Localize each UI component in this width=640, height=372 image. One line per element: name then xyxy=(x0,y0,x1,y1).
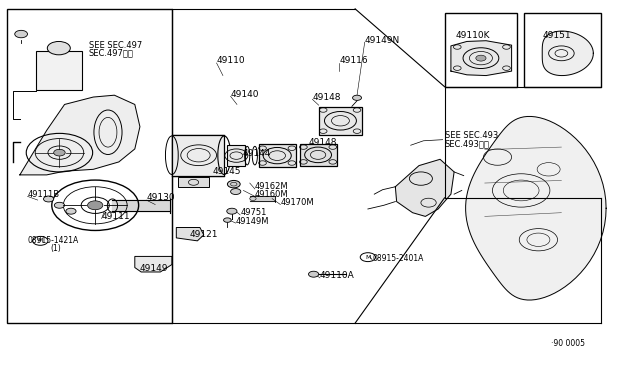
Text: 49751: 49751 xyxy=(240,208,266,217)
Text: 49145: 49145 xyxy=(212,167,241,176)
Polygon shape xyxy=(20,95,140,175)
Text: 49148: 49148 xyxy=(312,93,341,102)
Text: 49162M: 49162M xyxy=(255,182,289,191)
Polygon shape xyxy=(451,41,511,76)
Polygon shape xyxy=(542,31,593,76)
Circle shape xyxy=(44,196,54,202)
Bar xyxy=(259,144,296,167)
Circle shape xyxy=(66,208,76,214)
Text: M: M xyxy=(38,238,43,243)
Bar xyxy=(319,107,362,135)
Text: 49110A: 49110A xyxy=(320,271,355,280)
Text: SEC.497参図: SEC.497参図 xyxy=(89,49,134,58)
Text: 49111B: 49111B xyxy=(28,190,60,199)
Circle shape xyxy=(88,201,103,210)
Circle shape xyxy=(353,95,362,100)
Polygon shape xyxy=(466,116,606,300)
Circle shape xyxy=(308,271,319,277)
Text: (1): (1) xyxy=(51,244,61,253)
Text: ·90 0005: ·90 0005 xyxy=(551,339,585,348)
Circle shape xyxy=(230,189,241,195)
Text: 08915-2401A: 08915-2401A xyxy=(372,254,424,263)
Text: M: M xyxy=(365,255,371,260)
Text: 49130: 49130 xyxy=(147,193,175,202)
Text: 49116: 49116 xyxy=(339,56,368,65)
Circle shape xyxy=(47,41,70,55)
Text: 49149: 49149 xyxy=(140,264,168,273)
Text: 49148: 49148 xyxy=(308,138,337,147)
Text: 49140: 49140 xyxy=(230,90,259,99)
Text: 49121: 49121 xyxy=(189,230,218,240)
Circle shape xyxy=(227,180,240,188)
Polygon shape xyxy=(176,228,204,241)
Circle shape xyxy=(227,208,237,214)
Circle shape xyxy=(223,218,231,222)
Text: 49170M: 49170M xyxy=(280,198,314,207)
Text: 49144: 49144 xyxy=(242,149,271,158)
Circle shape xyxy=(476,55,486,61)
Circle shape xyxy=(15,31,28,38)
Polygon shape xyxy=(135,256,172,272)
Text: 49149M: 49149M xyxy=(236,217,269,226)
Polygon shape xyxy=(396,159,454,217)
Bar xyxy=(172,135,224,176)
Bar xyxy=(178,177,209,187)
Bar xyxy=(300,144,337,166)
Bar xyxy=(445,13,516,87)
Bar xyxy=(36,51,82,90)
Bar xyxy=(7,9,172,323)
Text: 49151: 49151 xyxy=(542,31,571,41)
Text: 49110K: 49110K xyxy=(456,31,490,41)
Text: 08915-1421A: 08915-1421A xyxy=(28,236,79,246)
Circle shape xyxy=(54,202,65,208)
Text: 49110: 49110 xyxy=(216,56,245,65)
Text: SEE SEC.493: SEE SEC.493 xyxy=(445,131,498,141)
Text: 49111: 49111 xyxy=(102,212,130,221)
Text: SEC.493参図: SEC.493参図 xyxy=(445,139,490,148)
Bar xyxy=(524,13,601,87)
Text: SEE SEC.497: SEE SEC.497 xyxy=(89,41,142,51)
Text: 49149N: 49149N xyxy=(365,36,400,45)
Text: 49160M: 49160M xyxy=(255,190,289,199)
Bar xyxy=(227,145,245,166)
Circle shape xyxy=(54,149,65,156)
